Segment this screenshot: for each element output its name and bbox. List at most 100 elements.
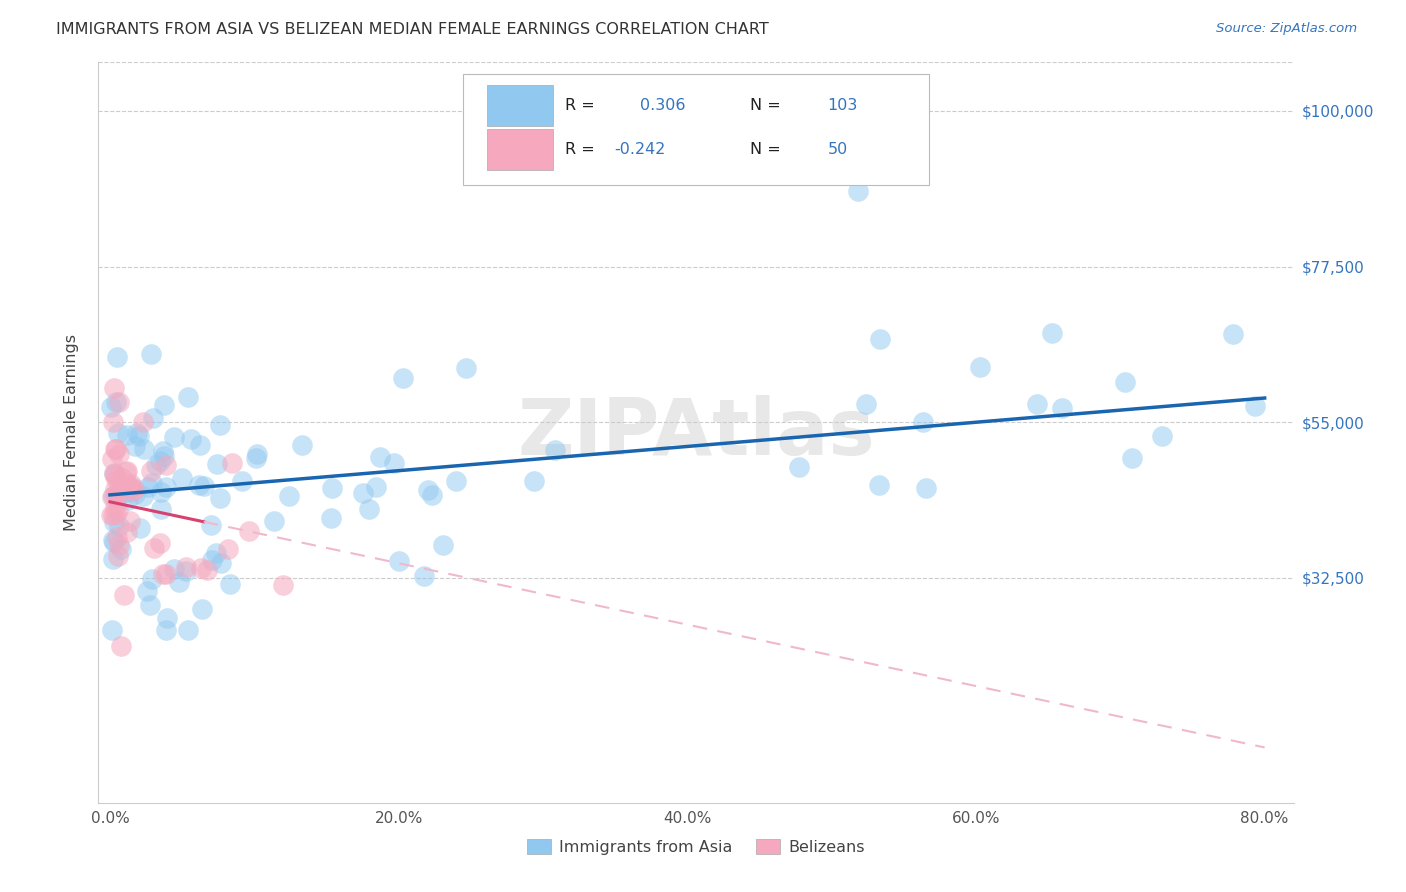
Point	[107, 395, 129, 409]
Point	[149, 536, 172, 550]
Point	[156, 610, 179, 624]
Point	[105, 489, 128, 503]
Point	[1222, 326, 1244, 341]
Point	[544, 443, 567, 458]
Point	[291, 437, 314, 451]
Point	[108, 538, 131, 552]
Point	[969, 360, 991, 375]
Point	[444, 474, 467, 488]
Point	[111, 477, 134, 491]
Point	[217, 541, 239, 556]
Point	[110, 639, 132, 653]
Point	[188, 477, 211, 491]
Point	[103, 381, 125, 395]
Point	[101, 623, 124, 637]
Point	[1025, 397, 1047, 411]
Point	[177, 623, 200, 637]
Point	[1121, 450, 1143, 465]
Point	[124, 482, 146, 496]
Point	[145, 458, 167, 472]
FancyBboxPatch shape	[486, 86, 553, 126]
Text: Source: ZipAtlas.com: Source: ZipAtlas.com	[1216, 22, 1357, 36]
Point	[132, 415, 155, 429]
Point	[163, 562, 186, 576]
Point	[174, 560, 197, 574]
Point	[139, 598, 162, 612]
Point	[121, 480, 143, 494]
Point	[107, 446, 129, 460]
Point	[107, 549, 129, 563]
Point	[167, 574, 190, 589]
Point	[149, 502, 172, 516]
FancyBboxPatch shape	[486, 129, 553, 169]
Point	[142, 411, 165, 425]
Point	[152, 443, 174, 458]
Point	[152, 566, 174, 581]
Point	[418, 483, 440, 497]
Point	[412, 569, 434, 583]
Point	[139, 347, 162, 361]
Point	[101, 452, 124, 467]
Point	[128, 521, 150, 535]
Y-axis label: Median Female Earnings: Median Female Earnings	[65, 334, 79, 531]
Point	[127, 426, 149, 441]
Point	[100, 508, 122, 522]
Point	[136, 584, 159, 599]
Point	[912, 416, 935, 430]
Point	[118, 514, 141, 528]
Point	[150, 484, 173, 499]
Point	[103, 534, 125, 549]
Point	[115, 464, 138, 478]
Point	[104, 442, 127, 456]
Point	[115, 484, 138, 499]
Point	[200, 517, 222, 532]
Point	[205, 546, 228, 560]
Point	[246, 447, 269, 461]
Point	[121, 484, 143, 499]
Text: IMMIGRANTS FROM ASIA VS BELIZEAN MEDIAN FEMALE EARNINGS CORRELATION CHART: IMMIGRANTS FROM ASIA VS BELIZEAN MEDIAN …	[56, 22, 769, 37]
Point	[101, 415, 124, 429]
Point	[388, 554, 411, 568]
Point	[104, 472, 127, 486]
Point	[139, 463, 162, 477]
Point	[141, 572, 163, 586]
Point	[117, 524, 139, 539]
Text: -0.242: -0.242	[614, 142, 666, 157]
Point	[321, 511, 343, 525]
Point	[118, 481, 141, 495]
Point	[201, 553, 224, 567]
Point	[193, 478, 215, 492]
Point	[128, 429, 150, 443]
Point	[141, 476, 163, 491]
Point	[191, 602, 214, 616]
Point	[869, 332, 891, 346]
Legend: Immigrants from Asia, Belizeans: Immigrants from Asia, Belizeans	[520, 833, 872, 862]
Point	[209, 556, 232, 570]
Point	[357, 502, 380, 516]
Point	[103, 515, 125, 529]
Point	[103, 467, 125, 482]
Point	[163, 430, 186, 444]
Point	[132, 490, 155, 504]
Point	[352, 486, 374, 500]
Point	[787, 460, 810, 475]
Point	[115, 477, 138, 491]
Point	[107, 519, 129, 533]
Point	[172, 471, 194, 485]
Point	[120, 476, 142, 491]
Point	[263, 514, 285, 528]
Point	[420, 488, 443, 502]
Point	[105, 350, 128, 364]
Text: 103: 103	[827, 98, 858, 113]
Point	[209, 418, 232, 433]
Point	[142, 541, 165, 555]
Point	[117, 481, 139, 495]
Point	[174, 564, 197, 578]
Point	[366, 480, 388, 494]
Point	[124, 439, 146, 453]
Text: ZIPAtlas: ZIPAtlas	[517, 394, 875, 471]
Point	[107, 489, 129, 503]
Point	[1050, 401, 1073, 415]
Point	[117, 492, 139, 507]
Point	[105, 395, 128, 409]
